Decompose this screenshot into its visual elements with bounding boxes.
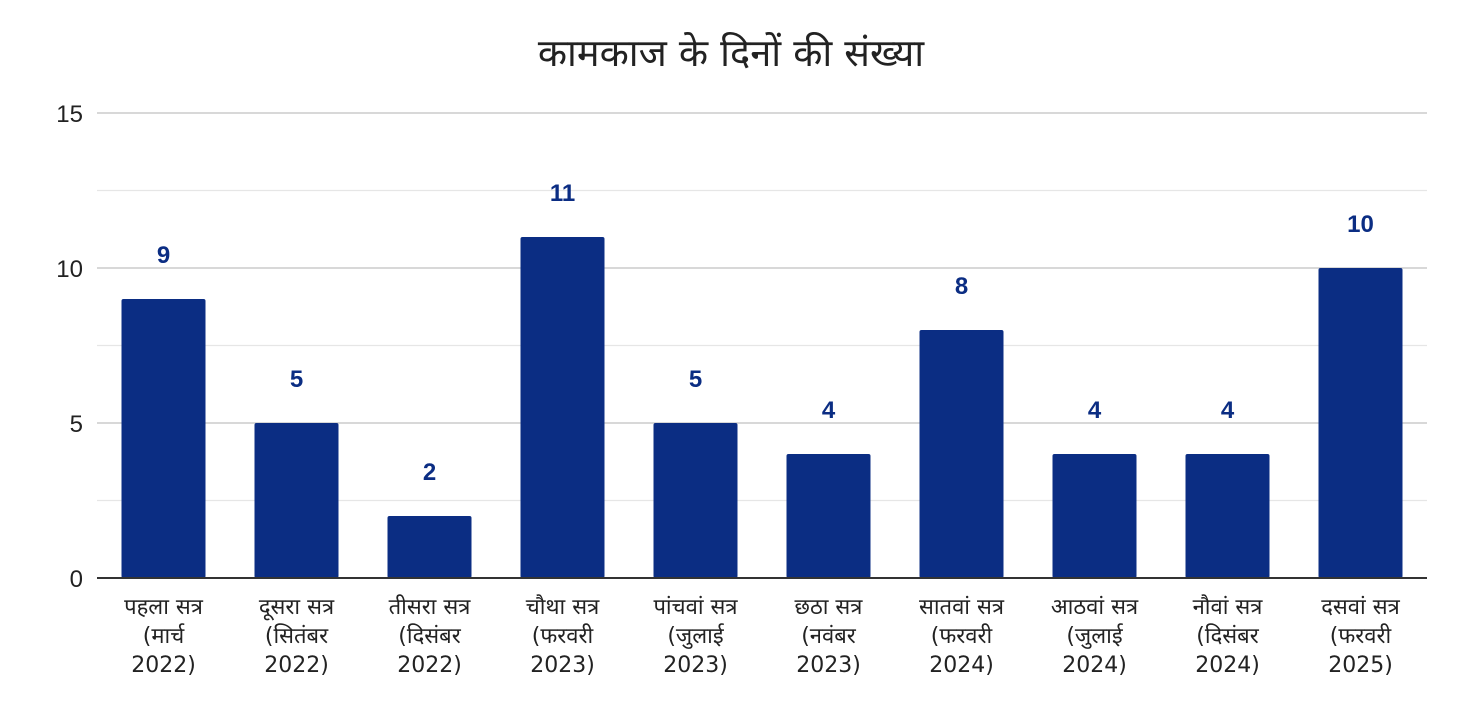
data-label: 5 xyxy=(689,366,702,393)
data-label: 10 xyxy=(1347,211,1374,238)
x-tick-label: (नवंबर xyxy=(801,624,857,649)
y-tick-label: 15 xyxy=(56,101,83,128)
x-tick-label: (मार्च xyxy=(143,623,185,649)
bar xyxy=(387,516,472,578)
y-tick-label: 5 xyxy=(70,411,83,438)
x-tick-label: (जुलाई xyxy=(667,623,725,649)
x-tick-label: 2022) xyxy=(397,653,462,678)
x-tick-label: दसवां सत्र xyxy=(1321,595,1400,620)
x-tick-label: (फरवरी xyxy=(931,623,993,649)
data-label: 4 xyxy=(1221,397,1235,424)
x-tick-label: 2024) xyxy=(1062,653,1127,678)
x-tick-label: आठवां सत्र xyxy=(1051,595,1139,620)
chart-title: कामकाज के दिनों की संख्या xyxy=(537,31,925,75)
data-label: 2 xyxy=(423,459,436,486)
x-tick-label: 2023) xyxy=(530,653,595,678)
bar xyxy=(1052,454,1137,578)
x-tick-label: सातवां सत्र xyxy=(919,595,1005,620)
x-tick-label: 2022) xyxy=(131,653,196,678)
x-tick-label: छठा सत्र xyxy=(795,595,864,620)
x-tick-label: (दिसंबर xyxy=(1196,623,1259,649)
x-tick-label: नौवां सत्र xyxy=(1193,594,1264,620)
y-tick-label: 10 xyxy=(56,256,83,283)
bar xyxy=(1318,268,1403,578)
bar xyxy=(653,423,738,578)
bars xyxy=(121,237,1403,578)
x-tick-label: 2023) xyxy=(663,653,728,678)
data-label: 4 xyxy=(822,397,836,424)
bar xyxy=(254,423,339,578)
x-tick-label: चौथा सत्र xyxy=(526,594,600,620)
bar xyxy=(786,454,871,578)
data-label: 5 xyxy=(290,366,303,393)
data-label: 8 xyxy=(955,273,968,300)
x-tick-label: 2024) xyxy=(929,653,994,678)
x-tick-label: 2024) xyxy=(1195,653,1260,678)
bar xyxy=(520,237,605,578)
x-tick-label: दूसरा सत्र xyxy=(259,595,335,621)
x-tick-label: 2022) xyxy=(264,653,329,678)
x-tick-label: (फरवरी xyxy=(1330,623,1392,649)
x-tick-label: 2023) xyxy=(796,653,861,678)
bar xyxy=(121,299,206,578)
x-tick-label: (फरवरी xyxy=(532,623,594,649)
bar xyxy=(919,330,1004,578)
x-tick-label: पांचवां सत्र xyxy=(653,595,738,620)
bar xyxy=(1185,454,1270,578)
data-label: 11 xyxy=(550,180,575,207)
x-tick-label: (सितंबर xyxy=(265,623,329,649)
y-tick-label: 0 xyxy=(70,566,83,593)
x-tick-label: 2025) xyxy=(1328,653,1393,678)
labels: 0 5 10 15 9 पहला सत्र (मार्च 2022) 5 दूसरा सत्र(स… xyxy=(56,101,1400,678)
x-tick-label: तीसरा सत्र xyxy=(389,594,472,620)
data-label: 9 xyxy=(157,242,170,269)
data-label: 4 xyxy=(1088,397,1102,424)
x-tick-label: (दिसंबर xyxy=(398,623,461,649)
x-tick-label: पहला सत्र xyxy=(124,595,204,620)
x-tick-label: (जुलाई xyxy=(1066,623,1124,649)
